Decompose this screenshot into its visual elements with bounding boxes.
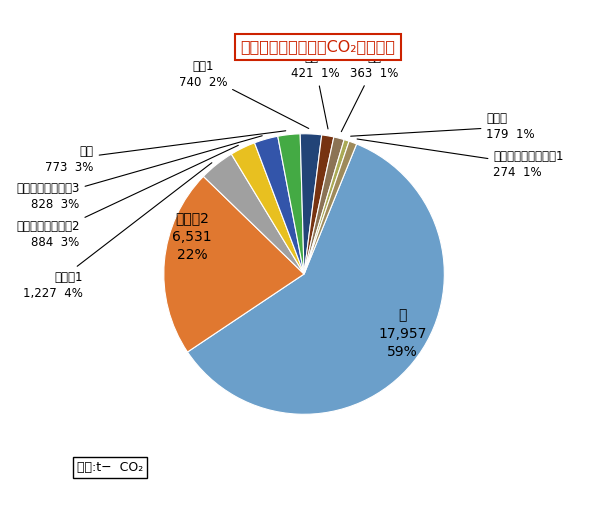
Text: 鶴瑸2
421  1%: 鶴瑸2 421 1% (291, 51, 340, 129)
Wedge shape (278, 134, 304, 274)
Wedge shape (254, 136, 304, 274)
Text: 名谷
363  1%: 名谷 363 1% (341, 51, 398, 132)
Text: ポートアイランド2
884  3%: ポートアイランド2 884 3% (16, 145, 238, 249)
Text: 深江
773  3%: 深江 773 3% (46, 131, 286, 174)
Text: 六甲台1
1,227  4%: 六甲台1 1,227 4% (23, 163, 212, 300)
Wedge shape (304, 135, 334, 274)
Wedge shape (304, 137, 344, 274)
Text: 楠
17,957
59%: 楠 17,957 59% (379, 309, 427, 359)
Wedge shape (304, 139, 349, 274)
Text: 六甲台2
6,531
22%: 六甲台2 6,531 22% (172, 211, 212, 262)
Text: 鶴瑸1
740  2%: 鶴瑸1 740 2% (179, 60, 309, 128)
Text: その他
179  1%: その他 179 1% (350, 112, 535, 141)
Wedge shape (164, 176, 304, 352)
Wedge shape (232, 143, 304, 274)
Wedge shape (300, 134, 322, 274)
Wedge shape (187, 144, 445, 414)
Wedge shape (203, 154, 304, 274)
Wedge shape (304, 141, 356, 274)
Text: 単位:t−  CO₂: 単位:t− CO₂ (77, 461, 143, 474)
Text: ポートアイランド3
828  3%: ポートアイランド3 828 3% (16, 136, 262, 212)
Text: キャンパス、団地のCO₂排出割合: キャンパス、団地のCO₂排出割合 (241, 40, 395, 54)
Text: 明石、大久保、住刱1
274  1%: 明石、大久保、住刱1 274 1% (357, 139, 564, 179)
